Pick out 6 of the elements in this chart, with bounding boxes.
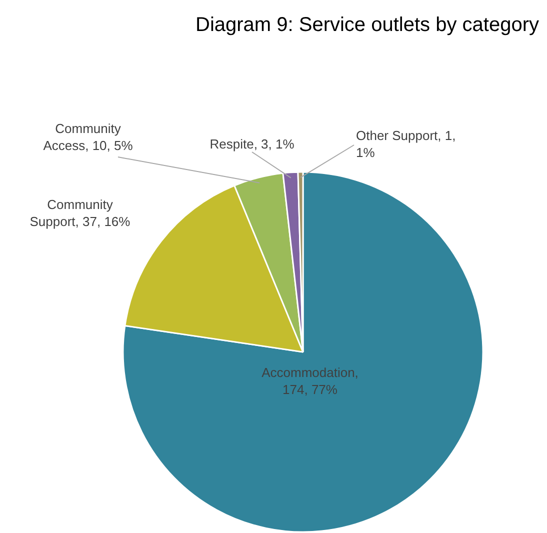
slice-label: Community Access, 10, 5% bbox=[43, 121, 134, 154]
chart-title: Diagram 9: Service outlets by category bbox=[196, 14, 539, 37]
slice-label: Community Support, 37, 16% bbox=[30, 197, 131, 230]
slice-label: Accommodation, 174, 77% bbox=[262, 365, 358, 398]
slice-label: Other Support, 1, 1% bbox=[356, 128, 456, 160]
slice-label: Respite, 3, 1% bbox=[210, 136, 295, 152]
